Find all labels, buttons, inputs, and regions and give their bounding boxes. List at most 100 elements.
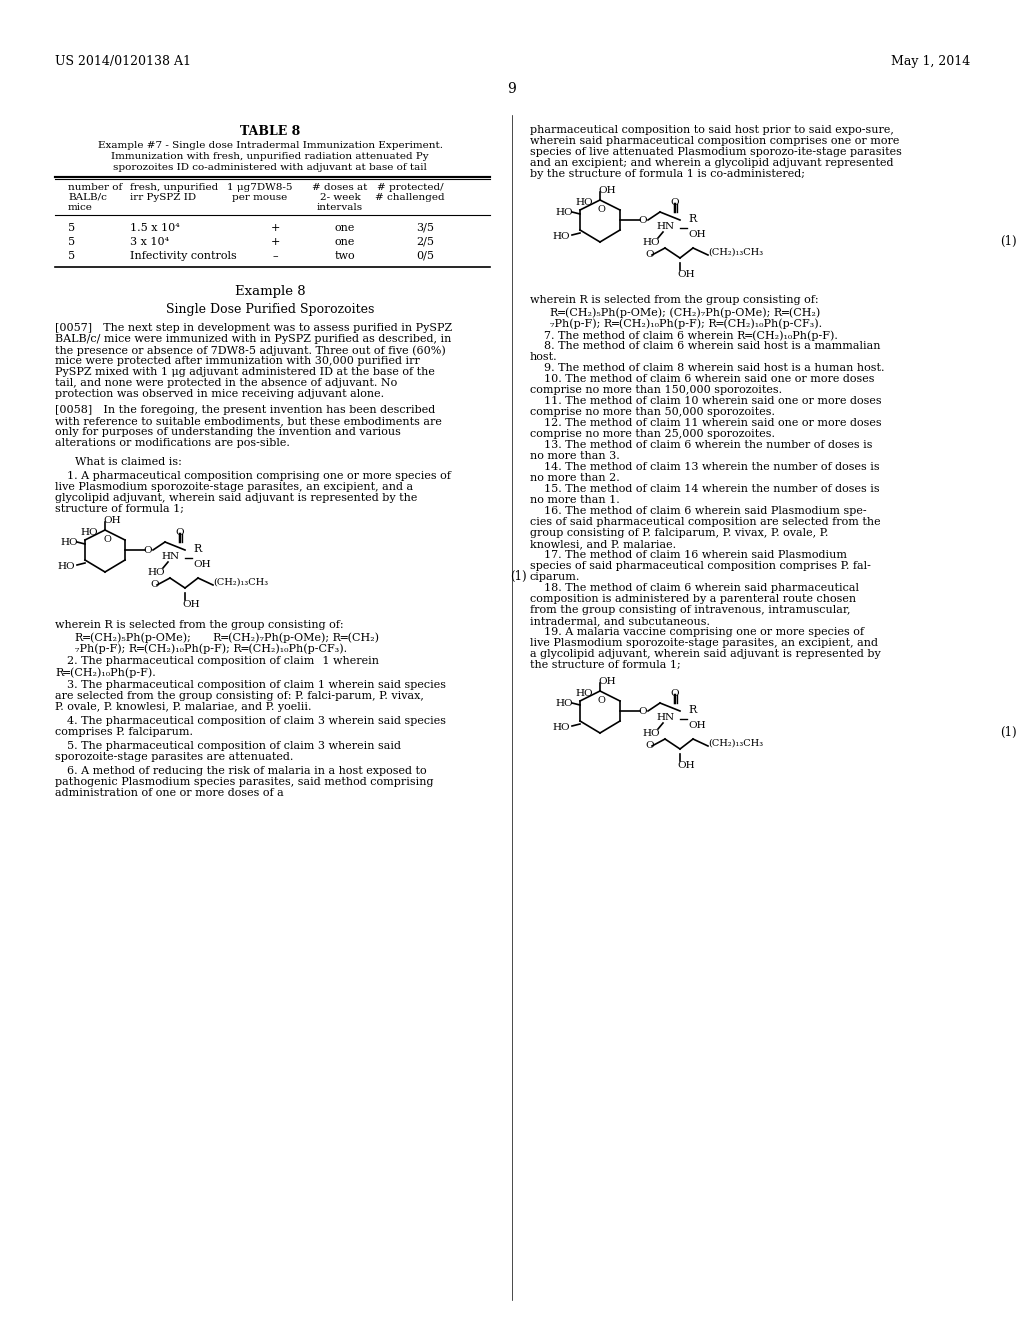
Text: are selected from the group consisting of: P. falci-parum, P. vivax,: are selected from the group consisting o… xyxy=(55,690,424,701)
Text: O: O xyxy=(670,198,679,207)
Text: and an excipient; and wherein a glycolipid adjuvant represented: and an excipient; and wherein a glycolip… xyxy=(530,158,894,168)
Text: O: O xyxy=(598,205,606,214)
Text: per mouse: per mouse xyxy=(232,193,288,202)
Text: TABLE 8: TABLE 8 xyxy=(240,125,300,139)
Text: 8. The method of claim 6 wherein said host is a mammalian: 8. The method of claim 6 wherein said ho… xyxy=(530,341,881,351)
Text: host.: host. xyxy=(530,352,558,362)
Text: (1): (1) xyxy=(510,570,526,583)
Text: OH: OH xyxy=(688,721,706,730)
Text: 14. The method of claim 13 wherein the number of doses is: 14. The method of claim 13 wherein the n… xyxy=(530,462,880,473)
Text: intervals: intervals xyxy=(317,203,364,213)
Text: OH: OH xyxy=(677,762,694,770)
Text: tail, and none were protected in the absence of adjuvant. No: tail, and none were protected in the abs… xyxy=(55,378,397,388)
Text: [0058] In the foregoing, the present invention has been described: [0058] In the foregoing, the present inv… xyxy=(55,405,435,414)
Text: (CH₂)₁₃CH₃: (CH₂)₁₃CH₃ xyxy=(708,739,763,748)
Text: wherein said pharmaceutical composition comprises one or more: wherein said pharmaceutical composition … xyxy=(530,136,899,147)
Text: O: O xyxy=(638,708,646,715)
Text: the structure of formula 1;: the structure of formula 1; xyxy=(530,660,681,671)
Text: 4. The pharmaceutical composition of claim 3 wherein said species: 4. The pharmaceutical composition of cla… xyxy=(67,715,446,726)
Text: 9: 9 xyxy=(508,82,516,96)
Text: # protected/: # protected/ xyxy=(377,183,443,191)
Text: (CH₂)₁₃CH₃: (CH₂)₁₃CH₃ xyxy=(708,248,763,257)
Text: # doses at: # doses at xyxy=(312,183,368,191)
Text: Infectivity controls: Infectivity controls xyxy=(130,251,237,261)
Text: OH: OH xyxy=(677,271,694,279)
Text: 18. The method of claim 6 wherein said pharmaceutical: 18. The method of claim 6 wherein said p… xyxy=(530,583,859,593)
Text: OH: OH xyxy=(182,601,200,609)
Text: Immunization with fresh, unpurified radiation attenuated Py: Immunization with fresh, unpurified radi… xyxy=(112,152,429,161)
Text: administration of one or more doses of a: administration of one or more doses of a xyxy=(55,788,284,799)
Text: group consisting of P. falciparum, P. vivax, P. ovale, P.: group consisting of P. falciparum, P. vi… xyxy=(530,528,828,539)
Text: 6. A method of reducing the risk of malaria in a host exposed to: 6. A method of reducing the risk of mala… xyxy=(67,766,427,776)
Text: 17. The method of claim 16 wherein said Plasmodium: 17. The method of claim 16 wherein said … xyxy=(530,550,847,560)
Text: 3/5: 3/5 xyxy=(416,223,434,234)
Text: 10. The method of claim 6 wherein said one or more doses: 10. The method of claim 6 wherein said o… xyxy=(530,374,874,384)
Text: comprise no more than 25,000 sporozoites.: comprise no more than 25,000 sporozoites… xyxy=(530,429,775,440)
Text: species of live attenuated Plasmodium sporozo-ite-stage parasites: species of live attenuated Plasmodium sp… xyxy=(530,147,902,157)
Text: PySPZ mixed with 1 μg adjuvant administered ID at the base of the: PySPZ mixed with 1 μg adjuvant administe… xyxy=(55,367,435,378)
Text: P. ovale, P. knowlesi, P. malariae, and P. yoelii.: P. ovale, P. knowlesi, P. malariae, and … xyxy=(55,702,311,711)
Text: R: R xyxy=(193,544,202,554)
Text: comprises P. falciparum.: comprises P. falciparum. xyxy=(55,727,193,737)
Text: O: O xyxy=(598,696,606,705)
Text: intradermal, and subcutaneous.: intradermal, and subcutaneous. xyxy=(530,616,710,626)
Text: OH: OH xyxy=(688,230,706,239)
Text: 0/5: 0/5 xyxy=(416,251,434,261)
Text: What is claimed is:: What is claimed is: xyxy=(75,457,182,467)
Text: 7. The method of claim 6 wherein R═(CH₂)₁₀Ph(p-F).: 7. The method of claim 6 wherein R═(CH₂)… xyxy=(530,330,838,341)
Text: O: O xyxy=(150,579,159,589)
Text: one: one xyxy=(335,238,355,247)
Text: live Plasmodium sporozoite-stage parasites, an excipient, and: live Plasmodium sporozoite-stage parasit… xyxy=(530,638,878,648)
Text: O: O xyxy=(670,689,679,698)
Text: HO: HO xyxy=(575,198,593,207)
Text: mice: mice xyxy=(68,203,93,213)
Text: wherein R is selected from the group consisting of:: wherein R is selected from the group con… xyxy=(55,620,344,630)
Text: pathogenic Plasmodium species parasites, said method comprising: pathogenic Plasmodium species parasites,… xyxy=(55,777,433,787)
Text: 19. A malaria vaccine comprising one or more species of: 19. A malaria vaccine comprising one or … xyxy=(530,627,864,638)
Text: R: R xyxy=(688,214,696,224)
Text: US 2014/0120138 A1: US 2014/0120138 A1 xyxy=(55,55,191,69)
Text: structure of formula 1;: structure of formula 1; xyxy=(55,504,184,513)
Text: O: O xyxy=(143,546,152,554)
Text: (1): (1) xyxy=(1000,235,1017,248)
Text: 11. The method of claim 10 wherein said one or more doses: 11. The method of claim 10 wherein said … xyxy=(530,396,882,407)
Text: protection was observed in mice receiving adjuvant alone.: protection was observed in mice receivin… xyxy=(55,389,384,399)
Text: ₇Ph(p-F); R═(CH₂)₁₀Ph(p-F); R═(CH₂)₁₀Ph(p-CF₃).: ₇Ph(p-F); R═(CH₂)₁₀Ph(p-F); R═(CH₂)₁₀Ph(… xyxy=(550,318,822,329)
Text: pharmaceutical composition to said host prior to said expo-sure,: pharmaceutical composition to said host … xyxy=(530,125,894,135)
Text: R: R xyxy=(688,705,696,715)
Text: 5: 5 xyxy=(68,238,75,247)
Text: BALB/c/ mice were immunized with in PySPZ purified as described, in: BALB/c/ mice were immunized with in PySP… xyxy=(55,334,452,345)
Text: 2. The pharmaceutical composition of claim   1 wherein: 2. The pharmaceutical composition of cla… xyxy=(67,656,379,667)
Text: 5. The pharmaceutical composition of claim 3 wherein said: 5. The pharmaceutical composition of cla… xyxy=(67,741,401,751)
Text: 2- week: 2- week xyxy=(319,193,360,202)
Text: Single Dose Purified Sporozoites: Single Dose Purified Sporozoites xyxy=(166,304,374,315)
Text: HO: HO xyxy=(555,700,572,708)
Text: composition is administered by a parenteral route chosen: composition is administered by a parente… xyxy=(530,594,856,605)
Text: 15. The method of claim 14 wherein the number of doses is: 15. The method of claim 14 wherein the n… xyxy=(530,484,880,494)
Text: # challenged: # challenged xyxy=(375,193,444,202)
Text: glycolipid adjuvant, wherein said adjuvant is represented by the: glycolipid adjuvant, wherein said adjuva… xyxy=(55,492,418,503)
Text: HO: HO xyxy=(642,729,659,738)
Text: comprise no more than 50,000 sporozoites.: comprise no more than 50,000 sporozoites… xyxy=(530,407,775,417)
Text: wherein R is selected from the group consisting of:: wherein R is selected from the group con… xyxy=(530,294,818,305)
Text: R═(CH₂)₁₀Ph(p-F).: R═(CH₂)₁₀Ph(p-F). xyxy=(55,667,156,677)
Text: OH: OH xyxy=(598,186,615,195)
Text: the presence or absence of 7DW8-5 adjuvant. Three out of five (60%): the presence or absence of 7DW8-5 adjuva… xyxy=(55,345,445,355)
Text: O: O xyxy=(103,535,111,544)
Text: May 1, 2014: May 1, 2014 xyxy=(891,55,970,69)
Text: 5: 5 xyxy=(68,223,75,234)
Text: by the structure of formula 1 is co-administered;: by the structure of formula 1 is co-admi… xyxy=(530,169,805,180)
Text: sporozoite-stage parasites are attenuated.: sporozoite-stage parasites are attenuate… xyxy=(55,752,293,762)
Text: OH: OH xyxy=(598,677,615,686)
Text: irr PySPZ ID: irr PySPZ ID xyxy=(130,193,197,202)
Text: [0057] The next step in development was to assess purified in PySPZ: [0057] The next step in development was … xyxy=(55,323,453,333)
Text: ciparum.: ciparum. xyxy=(530,572,581,582)
Text: 9. The method of claim 8 wherein said host is a human host.: 9. The method of claim 8 wherein said ho… xyxy=(530,363,885,374)
Text: HN: HN xyxy=(161,552,179,561)
Text: Example 8: Example 8 xyxy=(234,285,305,298)
Text: OH: OH xyxy=(103,516,121,525)
Text: +: + xyxy=(270,238,280,247)
Text: OH: OH xyxy=(193,560,211,569)
Text: (1): (1) xyxy=(1000,726,1017,739)
Text: 2/5: 2/5 xyxy=(416,238,434,247)
